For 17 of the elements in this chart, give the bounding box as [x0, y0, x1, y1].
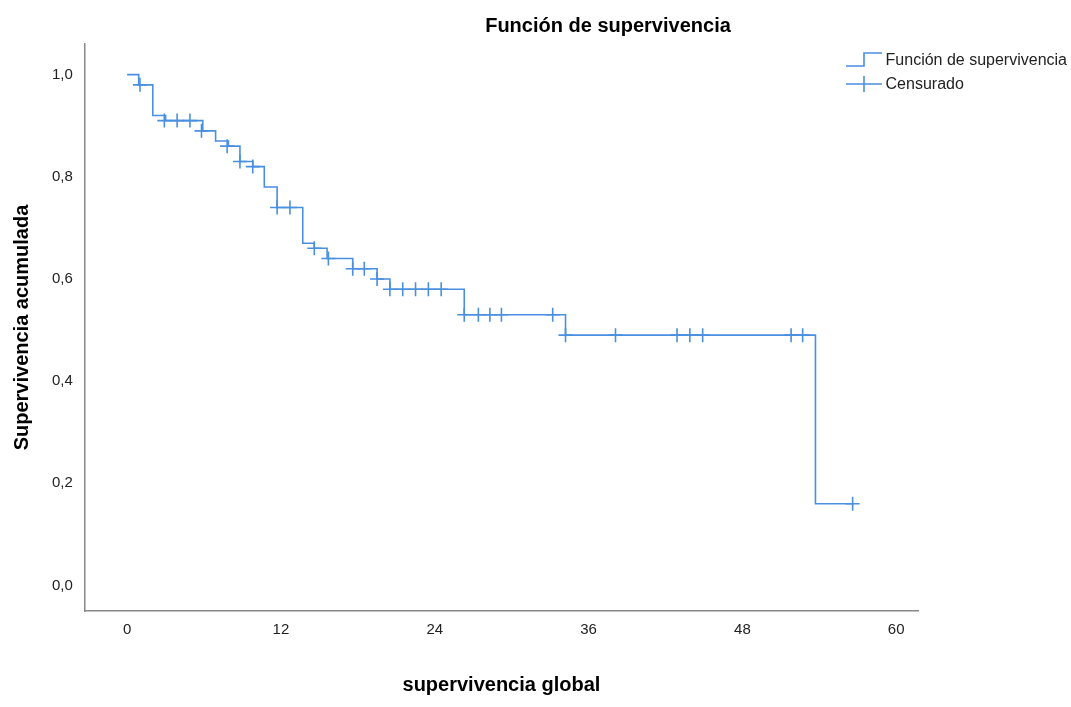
y-tick-label: 0,8 [51, 166, 73, 184]
x-tick-label: 60 [887, 620, 905, 638]
x-tick-label: 36 [580, 620, 597, 638]
x-tick-label: 0 [122, 620, 132, 638]
y-tick-label: 1,0 [51, 64, 73, 82]
x-tick-label: 12 [272, 620, 290, 638]
y-tick-label: 0,2 [51, 473, 73, 491]
y-tick-label: 0,0 [51, 575, 73, 593]
x-tick-label: 48 [734, 620, 751, 638]
legend-label: Censurado [885, 75, 964, 93]
x-axis-title: supervivencia global [402, 672, 601, 695]
x-tick-label: 24 [426, 620, 444, 638]
y-axis-title: Supervivencia acumulada [9, 203, 32, 451]
y-tick-label: 0,6 [51, 269, 73, 287]
legend-label: Función de supervivencia [885, 51, 1067, 69]
chart-title: Función de supervivencia [484, 14, 732, 37]
y-tick-label: 0,4 [51, 371, 73, 389]
